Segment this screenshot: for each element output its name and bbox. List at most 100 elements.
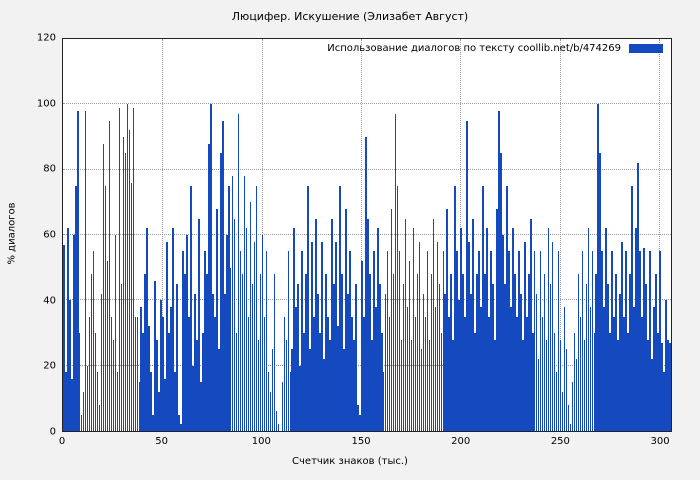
bar (367, 218, 369, 431)
bar (351, 316, 353, 431)
bar (456, 251, 458, 431)
bars-layer (63, 39, 671, 431)
bar (655, 274, 657, 431)
bar (587, 228, 590, 431)
bar (301, 251, 304, 431)
bar (196, 339, 198, 431)
bar (555, 372, 558, 431)
bar (148, 326, 151, 431)
bar (335, 241, 337, 431)
bar (267, 372, 270, 431)
bar (518, 251, 520, 431)
bar (154, 280, 156, 431)
bar (669, 342, 671, 431)
bar (637, 163, 639, 431)
bar (464, 316, 466, 431)
bar (468, 241, 470, 431)
bar (581, 251, 584, 431)
bar (539, 251, 542, 431)
bar (370, 339, 373, 431)
bar (541, 316, 544, 431)
bar (72, 235, 75, 431)
bar (152, 414, 154, 431)
bar (92, 251, 95, 431)
bar (359, 414, 361, 431)
bar (653, 306, 655, 431)
bar (363, 316, 365, 431)
bar (82, 391, 85, 431)
bar (585, 284, 588, 431)
bar (120, 284, 123, 431)
bar (472, 218, 474, 431)
bar (629, 274, 631, 431)
bar (597, 104, 600, 431)
x-tick-label: 150 (351, 436, 371, 447)
bar (454, 186, 457, 431)
bar (214, 316, 216, 431)
bar (88, 316, 91, 431)
bar (217, 349, 220, 431)
bar (249, 202, 252, 431)
bar (239, 251, 242, 431)
bar (355, 284, 357, 431)
bar (573, 333, 576, 431)
bar (219, 153, 222, 431)
bar (512, 228, 514, 431)
bar (474, 333, 476, 431)
bar (160, 300, 162, 431)
bar (178, 414, 180, 431)
bar (345, 208, 347, 431)
bar (376, 228, 379, 431)
bar (261, 235, 264, 431)
bar (319, 333, 321, 431)
bar (434, 306, 437, 431)
bar (396, 186, 399, 431)
bar (549, 284, 552, 431)
bar (243, 176, 246, 431)
bar (633, 306, 635, 431)
bar (317, 293, 319, 431)
v-gridline (559, 39, 561, 431)
bar (347, 293, 349, 431)
bar (285, 339, 288, 431)
bar (130, 182, 133, 431)
bar (303, 333, 305, 431)
bar (94, 333, 97, 431)
bar (63, 244, 65, 431)
bar (210, 104, 212, 431)
bar (223, 293, 226, 431)
bar (315, 218, 317, 431)
bar (353, 339, 355, 431)
x-tick-label: 200 (451, 436, 471, 447)
bar (593, 333, 596, 431)
bar (661, 342, 663, 431)
bar (74, 186, 77, 431)
bar (321, 241, 323, 431)
bar (623, 316, 625, 431)
bar (591, 251, 594, 431)
bar (510, 306, 512, 431)
bar (68, 300, 71, 431)
bar (186, 235, 188, 431)
bar (64, 372, 67, 431)
bar (241, 274, 244, 431)
bar (488, 316, 490, 431)
bar (206, 274, 208, 431)
bar (494, 339, 496, 431)
bar (643, 248, 645, 431)
bar (480, 306, 482, 431)
bar (625, 251, 627, 431)
bar (140, 306, 143, 431)
bar (613, 316, 615, 431)
bar (657, 333, 659, 431)
bar (327, 316, 329, 431)
bar (168, 333, 170, 431)
bar (96, 372, 99, 431)
bar (406, 306, 409, 431)
bar (297, 284, 300, 431)
bar (408, 261, 411, 431)
bar (253, 241, 256, 431)
bar (231, 176, 234, 431)
bar (283, 316, 286, 431)
bar (438, 284, 441, 431)
